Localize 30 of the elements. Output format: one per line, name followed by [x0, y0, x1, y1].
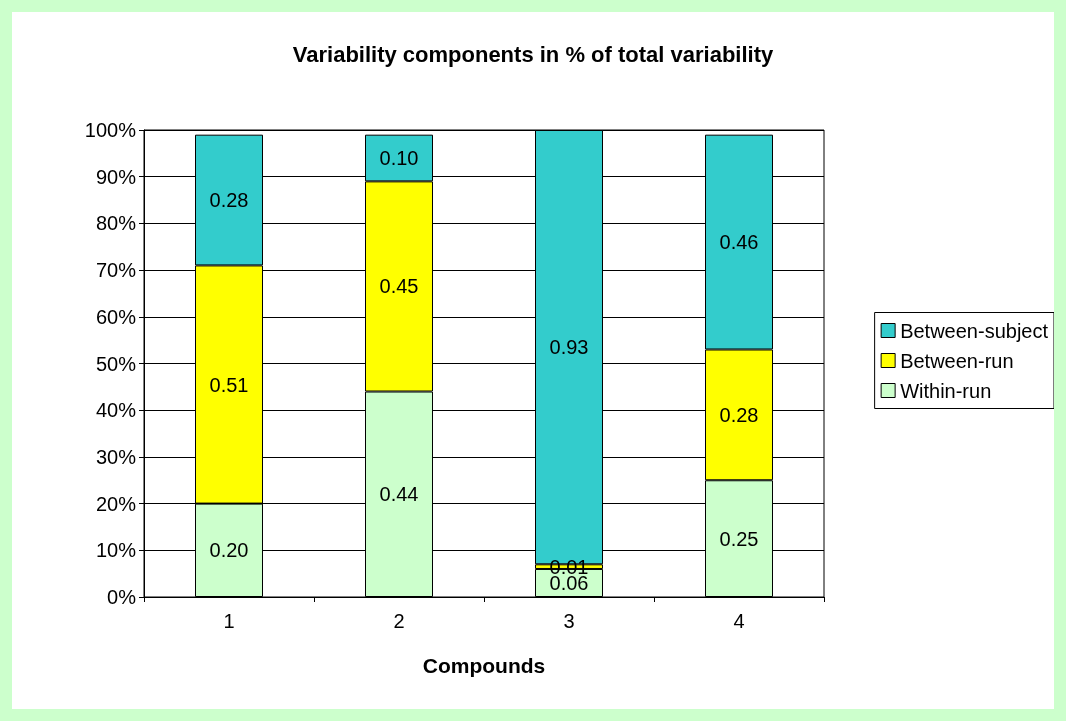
data-label: 0.20 [209, 539, 249, 562]
data-label: 0.51 [209, 373, 249, 396]
y-tick-label: 90% [95, 165, 137, 188]
y-tick-label: 60% [95, 305, 137, 328]
data-label: 0.46 [719, 231, 759, 254]
data-label: 0.45 [379, 275, 419, 298]
y-tick-label: 100% [84, 119, 137, 141]
chart-title: Variability components in % of total variability [292, 41, 774, 67]
data-label: 0.28 [719, 403, 759, 426]
y-tick-label: 50% [95, 352, 137, 375]
y-tick-label: 10% [95, 539, 137, 562]
data-label: 0.25 [719, 527, 759, 550]
y-tick-label: 80% [95, 212, 137, 235]
y-tick-label: 30% [95, 445, 137, 468]
y-tick-label: 0% [107, 586, 137, 608]
x-axis-title: Compounds [422, 654, 546, 677]
y-tick-label: 20% [95, 492, 137, 515]
data-label: 0.44 [379, 483, 419, 506]
legend-label: Between-subject [900, 319, 1049, 342]
y-tick-label: 40% [95, 399, 137, 422]
x-tick-label: 4 [733, 610, 745, 632]
legend-label: Between-run [900, 349, 1014, 372]
x-tick-label: 3 [563, 610, 575, 632]
x-tick-label: 1 [223, 610, 235, 632]
data-label: 0.28 [209, 189, 249, 212]
x-tick-label: 2 [393, 610, 405, 632]
legend-label: Within-run [900, 379, 992, 402]
y-tick-label: 70% [95, 259, 137, 282]
data-label: 0.10 [379, 147, 419, 170]
data-label: 0.93 [549, 336, 589, 359]
